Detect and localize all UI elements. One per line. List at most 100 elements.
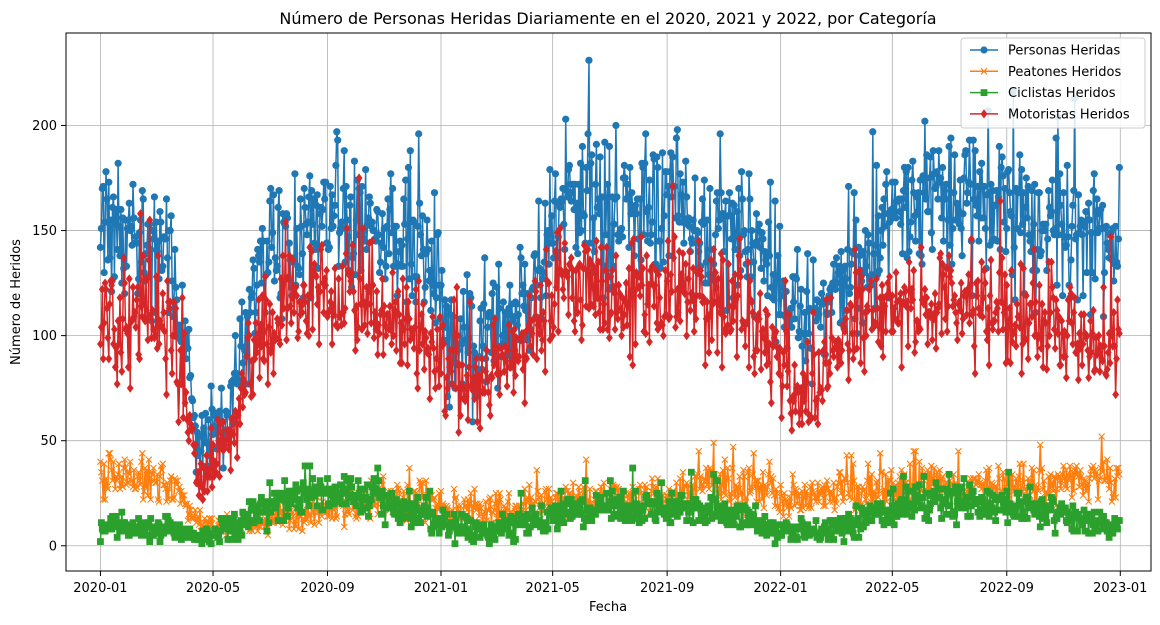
data-point [398, 241, 406, 249]
data-point [126, 458, 134, 466]
data-point [976, 168, 984, 176]
data-point [379, 243, 387, 251]
data-point [1056, 170, 1064, 178]
data-point [301, 203, 309, 212]
data-point [980, 182, 989, 191]
data-point [683, 193, 691, 201]
data-point [874, 510, 882, 518]
data-point [588, 151, 596, 159]
data-point [942, 180, 950, 188]
data-point [139, 195, 147, 203]
data-point [178, 281, 186, 289]
data-point [491, 536, 499, 543]
data-point [236, 525, 244, 533]
data-point [408, 292, 416, 300]
data-point [135, 468, 142, 476]
chart-title: Número de Personas Heridas Diariamente e… [279, 9, 936, 28]
data-point [1102, 222, 1110, 230]
data-point [641, 159, 649, 167]
data-point [727, 235, 735, 243]
data-point [257, 279, 266, 287]
data-point [791, 315, 799, 323]
data-point [880, 195, 888, 203]
data-point [459, 287, 467, 296]
data-point [730, 201, 738, 209]
data-point [375, 477, 383, 485]
data-point [587, 159, 595, 167]
data-point [407, 260, 415, 268]
data-point [187, 371, 195, 380]
data-point [553, 525, 561, 533]
data-point [367, 496, 375, 503]
data-point [480, 300, 488, 308]
data-point [168, 277, 176, 285]
data-point [579, 523, 587, 531]
data-point [947, 134, 955, 142]
data-point [972, 201, 980, 209]
data-point [385, 250, 393, 258]
data-point [268, 243, 276, 251]
data-point [570, 205, 578, 214]
data-point [1074, 527, 1081, 535]
data-point [1088, 268, 1096, 277]
data-point [582, 163, 590, 172]
data-point [517, 489, 525, 497]
data-point [469, 342, 478, 350]
data-point [548, 212, 556, 220]
data-point [160, 481, 168, 489]
data-point [415, 130, 423, 138]
data-point [498, 332, 507, 340]
data-point [422, 477, 430, 485]
data-point [208, 515, 216, 522]
data-point [1002, 508, 1010, 516]
data-point [298, 508, 306, 516]
data-point [378, 510, 385, 518]
data-point [844, 182, 853, 191]
data-point [195, 432, 203, 441]
data-point [193, 515, 201, 522]
x-tick-label: 2022-05 [865, 581, 919, 596]
data-point [889, 485, 897, 493]
data-point [337, 218, 346, 226]
legend: Personas Heridas Peatones Heridos Ciclista… [960, 37, 1146, 129]
data-point [757, 264, 765, 272]
data-point [913, 208, 922, 216]
data-point [963, 199, 971, 207]
data-point [255, 252, 263, 260]
data-point [588, 517, 596, 524]
data-point [310, 239, 319, 247]
data-point [538, 502, 545, 510]
data-point [127, 222, 135, 230]
data-point [428, 237, 436, 245]
data-point [593, 203, 601, 212]
data-point [423, 216, 431, 224]
data-point [450, 485, 458, 493]
data-point [470, 538, 477, 545]
legend-label: Personas Heridas [1008, 44, 1121, 59]
data-point [99, 496, 107, 503]
x-tick-label: 2022-09 [980, 581, 1034, 596]
data-point [557, 487, 565, 495]
data-point [833, 279, 842, 287]
data-point [567, 197, 575, 205]
data-point [761, 247, 769, 256]
data-point [999, 172, 1007, 180]
data-point [114, 470, 122, 478]
data-point [332, 161, 340, 169]
data-point [1042, 220, 1050, 228]
data-point [189, 512, 196, 520]
data-point [1041, 226, 1049, 235]
data-point [332, 515, 340, 522]
data-point [400, 195, 408, 203]
data-point [121, 456, 129, 464]
data-point [790, 298, 798, 306]
data-point [169, 496, 177, 503]
data-point [669, 153, 677, 161]
data-point [135, 229, 144, 237]
data-point [181, 317, 189, 325]
data-point [576, 159, 585, 167]
data-point [430, 189, 439, 197]
data-point [899, 187, 908, 195]
data-point [712, 496, 719, 503]
data-point [556, 203, 564, 212]
